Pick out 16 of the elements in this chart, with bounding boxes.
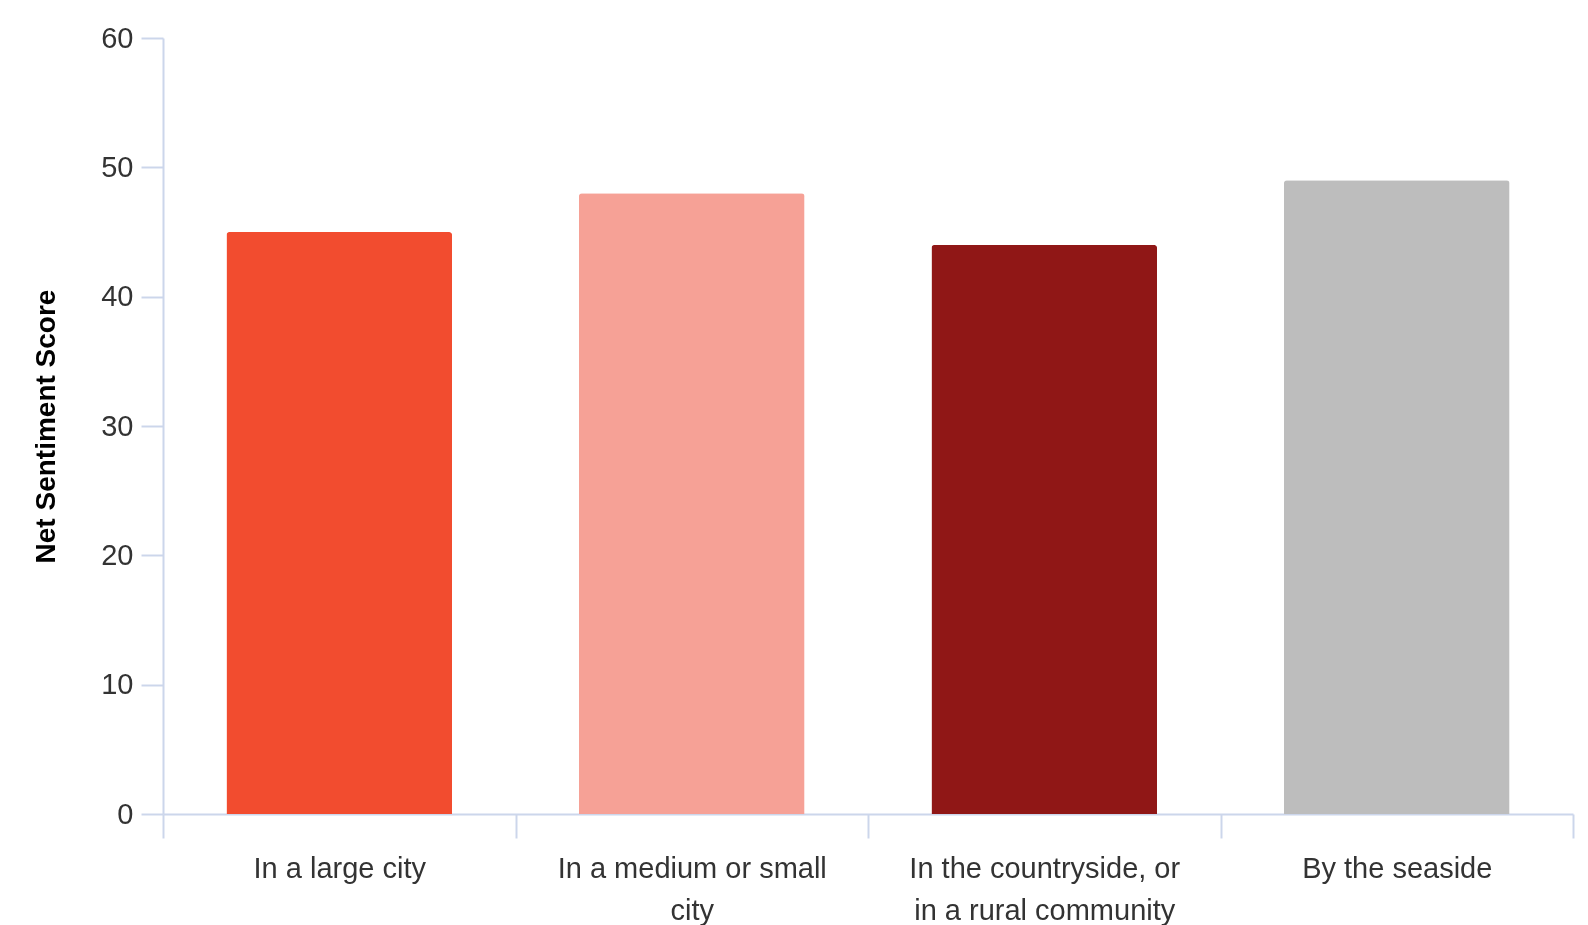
x-tick-label: In a medium or small city xyxy=(557,851,827,925)
y-tick-label: 40 xyxy=(101,280,134,313)
y-tick-label: 20 xyxy=(101,538,134,571)
y-tick-label: 0 xyxy=(117,797,134,830)
x-tick-label: In a large city xyxy=(253,851,427,884)
bar xyxy=(931,244,1158,814)
y-tick-label: 60 xyxy=(101,21,134,54)
x-tick-label: By the seaside xyxy=(1302,851,1493,884)
y-axis-title: Net Sentiment Score xyxy=(30,289,62,564)
bar xyxy=(578,193,805,814)
bar xyxy=(226,232,453,814)
x-tick-label: In the countryside, or in a rural community xyxy=(909,851,1181,925)
y-tick-label: 30 xyxy=(101,409,134,442)
y-tick-label: 10 xyxy=(101,668,134,701)
y-tick-label: 50 xyxy=(101,150,134,183)
bar xyxy=(1283,180,1510,814)
